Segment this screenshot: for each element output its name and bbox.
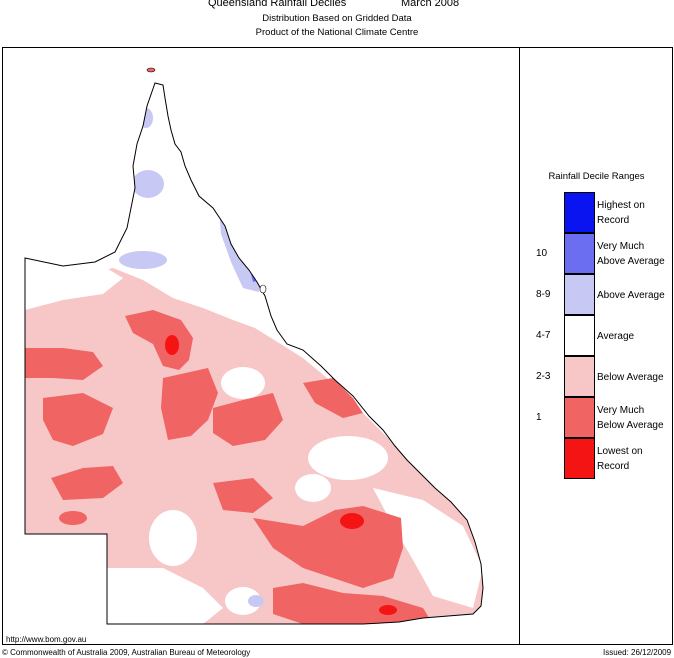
map-period: March 2008	[401, 0, 460, 9]
queensland-outline	[24, 82, 484, 625]
region-very-much-below-average	[59, 511, 87, 525]
legend-swatch-highest-on-record	[564, 192, 595, 233]
region-lowest-on-record	[340, 513, 364, 529]
island-icon	[259, 284, 267, 294]
region-very-much-below-average	[253, 506, 403, 588]
map-panel	[2, 47, 520, 645]
region-average-south	[107, 568, 223, 624]
map-subtitle-2: Product of the National Climate Centre	[255, 27, 419, 38]
legend-label-above-average: Above Average	[597, 290, 665, 301]
map-subtitle-1: Distribution Based on Gridded Data	[262, 13, 412, 24]
legend-swatch-very-much-above	[564, 233, 595, 274]
region-above-average	[119, 251, 167, 269]
legend-swatch-average	[564, 315, 595, 356]
region-lowest-on-record	[379, 605, 397, 615]
map-title: Queensland Rainfall Deciles	[208, 0, 347, 9]
region-lowest-on-record	[165, 335, 179, 355]
region-very-much-below-average	[125, 310, 193, 370]
legend-swatch-very-much-below	[564, 397, 595, 438]
queensland-map	[24, 67, 484, 625]
legend-range-2-3: 2-3	[536, 371, 551, 382]
region-very-much-below-average	[25, 348, 103, 380]
region-average-patch	[295, 474, 331, 502]
region-very-much-below-average	[51, 466, 123, 500]
legend-label-below-average: Below Average	[597, 372, 664, 383]
footer-url-link[interactable]: http://www.bom.gov.au	[6, 635, 87, 644]
legend-swatch-lowest-on-record	[564, 438, 595, 479]
legend-label-very-much-above: Very Much Above Average	[597, 241, 665, 267]
legend-label-lowest-on-record: Lowest on Record	[597, 446, 643, 472]
region-very-much-below-average	[213, 478, 273, 513]
region-very-much-above-average	[233, 208, 243, 230]
legend-label-highest-on-record: Highest on Record	[597, 200, 645, 226]
region-average-patch	[221, 367, 265, 399]
region-above-average	[132, 170, 164, 198]
legend-range-10: 10	[536, 248, 548, 259]
region-average-patch	[225, 587, 261, 615]
legend-label-average: Average	[597, 331, 635, 342]
legend-title: Rainfall Decile Ranges	[548, 171, 645, 182]
legend-range-1: 1	[536, 412, 542, 423]
region-average-patch	[149, 510, 197, 566]
region-very-much-below-average	[213, 393, 283, 446]
legend-label-very-much-below: Very Much Below Average	[597, 405, 664, 431]
region-average-north-west	[25, 260, 123, 310]
footer-issued-date: Issued: 26/12/2009	[603, 648, 672, 657]
region-very-much-below-average	[303, 378, 363, 418]
footer-copyright: © Commonwealth of Australia 2009, Austra…	[2, 648, 251, 657]
legend-swatch-above-average	[564, 274, 595, 315]
legend-range-8-9: 8-9	[536, 289, 551, 300]
region-very-much-below-average	[161, 368, 218, 440]
region-very-much-below-average	[43, 393, 113, 446]
region-average-patch	[308, 436, 388, 480]
legend-panel: Rainfall Decile Ranges Highest on Record …	[520, 47, 673, 645]
region-above-average	[248, 595, 264, 607]
legend-swatch-below-average	[564, 356, 595, 397]
legend-range-4-7: 4-7	[536, 330, 551, 341]
island-icon	[146, 67, 156, 73]
